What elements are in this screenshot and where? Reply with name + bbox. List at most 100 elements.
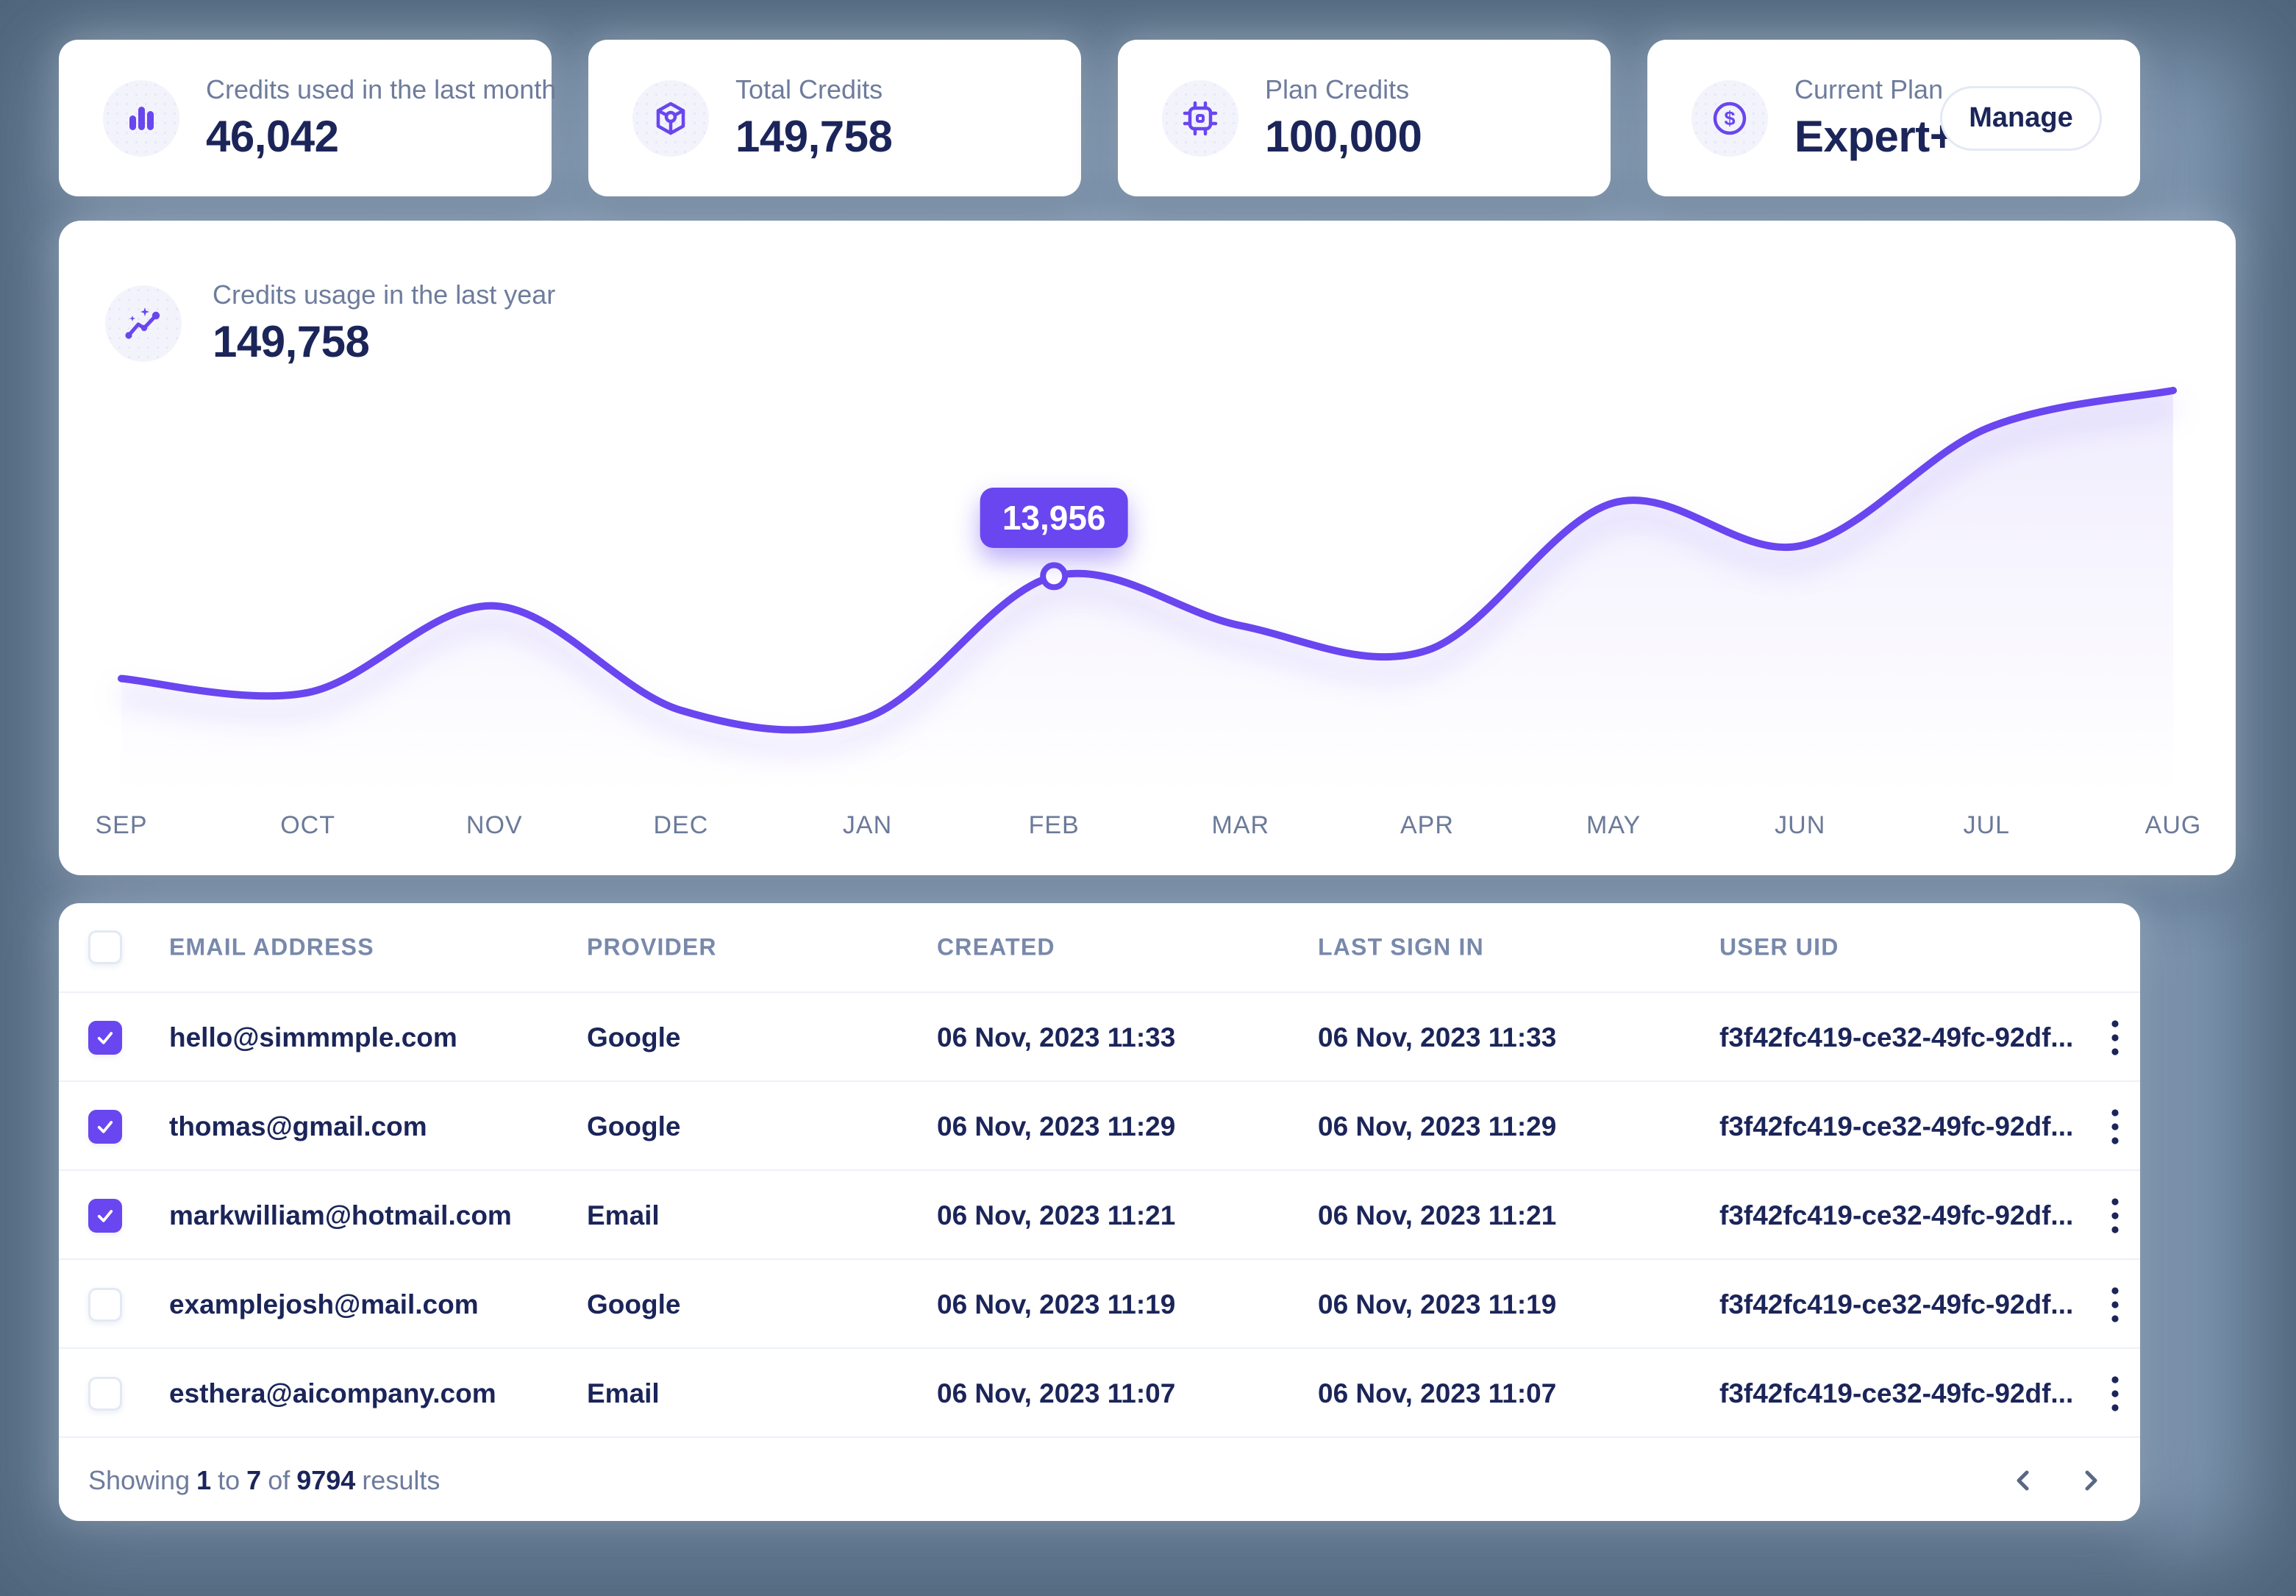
pagination bbox=[2000, 1457, 2114, 1504]
created-cell: 06 Nov, 2023 11:07 bbox=[937, 1378, 1176, 1408]
dollar-icon: $ bbox=[1713, 101, 1747, 135]
to-number: 7 bbox=[246, 1464, 262, 1495]
month-label: SEP bbox=[95, 811, 148, 839]
last-sign-in-cell: 06 Nov, 2023 11:19 bbox=[1318, 1289, 1557, 1319]
chart-title: Credits usage in the last year bbox=[213, 279, 556, 310]
kebab-menu-icon bbox=[2111, 1286, 2119, 1322]
month-label: AUG bbox=[2145, 811, 2202, 839]
credits-line-chart bbox=[118, 386, 2177, 794]
email-cell: thomas@gmail.com bbox=[169, 1111, 427, 1141]
kebab-menu-icon bbox=[2111, 1108, 2119, 1144]
row-checkbox[interactable] bbox=[88, 1109, 122, 1144]
month-label: DEC bbox=[653, 811, 709, 839]
provider-cell: Google bbox=[587, 1022, 681, 1052]
created-cell: 06 Nov, 2023 11:21 bbox=[937, 1200, 1176, 1230]
last-sign-in-cell: 06 Nov, 2023 11:29 bbox=[1318, 1111, 1557, 1141]
month-label: JUL bbox=[1963, 811, 2011, 839]
provider-cell: Google bbox=[587, 1289, 681, 1319]
user-uid-cell: f3f42fc419-ce32-49fc-92df... bbox=[1719, 1378, 2074, 1408]
provider-cell: Email bbox=[587, 1200, 660, 1230]
created-cell: 06 Nov, 2023 11:29 bbox=[937, 1111, 1176, 1141]
chip-icon bbox=[1183, 101, 1218, 135]
stat-card-value: 46,042 bbox=[206, 112, 339, 161]
column-header-user-uid: USER UID bbox=[1719, 933, 1839, 961]
from-number: 1 bbox=[196, 1464, 212, 1495]
month-label: JUN bbox=[1775, 811, 1826, 839]
row-menu-button[interactable] bbox=[2093, 1279, 2137, 1330]
row-menu-button[interactable] bbox=[2093, 1012, 2137, 1064]
stat-card-label: Current Plan bbox=[1794, 74, 1944, 104]
spark-line-icon bbox=[125, 307, 160, 339]
user-uid-cell: f3f42fc419-ce32-49fc-92df... bbox=[1719, 1022, 2074, 1052]
table-row: examplejosh@mail.com Google 06 Nov, 2023… bbox=[59, 1258, 2140, 1349]
previous-page-button[interactable] bbox=[2000, 1457, 2047, 1504]
kebab-menu-icon bbox=[2111, 1019, 2119, 1055]
manage-button[interactable]: Manage bbox=[1940, 85, 2102, 151]
chart-total-value: 149,758 bbox=[213, 317, 370, 366]
next-page-button[interactable] bbox=[2067, 1457, 2114, 1504]
provider-cell: Google bbox=[587, 1111, 681, 1141]
email-cell: hello@simmmple.com bbox=[169, 1022, 457, 1052]
users-table-card: EMAIL ADDRESS PROVIDER CREATED LAST SIGN… bbox=[59, 903, 2140, 1521]
month-label: OCT bbox=[280, 811, 336, 839]
column-header-provider: PROVIDER bbox=[587, 933, 717, 961]
chart-point-marker bbox=[1040, 562, 1069, 591]
cube-icon bbox=[656, 101, 685, 135]
user-uid-cell: f3f42fc419-ce32-49fc-92df... bbox=[1719, 1200, 2074, 1230]
row-menu-button[interactable] bbox=[2093, 1190, 2137, 1241]
stat-card-value: 100,000 bbox=[1265, 112, 1422, 161]
kebab-menu-icon bbox=[2111, 1375, 2119, 1411]
stat-card-value: 149,758 bbox=[735, 112, 893, 161]
row-checkbox[interactable] bbox=[88, 1020, 122, 1055]
last-sign-in-cell: 06 Nov, 2023 11:07 bbox=[1318, 1378, 1557, 1408]
stat-icon-circle bbox=[632, 79, 709, 157]
row-checkbox[interactable] bbox=[88, 1198, 122, 1233]
results-text: results bbox=[362, 1464, 441, 1495]
created-cell: 06 Nov, 2023 11:19 bbox=[937, 1289, 1176, 1319]
stat-icon-circle: $ bbox=[1691, 79, 1768, 157]
stat-card-current-plan: $ Current Plan Expert+ Manage bbox=[1647, 40, 2140, 196]
month-label: JAN bbox=[842, 811, 893, 839]
stat-card-label: Credits used in the last month bbox=[206, 74, 557, 104]
stat-card-credits-used: Credits used in the last month 46,042 bbox=[59, 40, 556, 196]
email-cell: esthera@aicompany.com bbox=[169, 1378, 496, 1408]
kebab-menu-icon bbox=[2111, 1197, 2119, 1233]
row-menu-button[interactable] bbox=[2093, 1368, 2137, 1419]
stat-icon-circle bbox=[103, 79, 179, 157]
of-text: of bbox=[268, 1464, 290, 1495]
table-footer: Showing 1 to 7 of 9794 results bbox=[59, 1436, 2140, 1522]
column-header-last-sign-in: LAST SIGN IN bbox=[1318, 933, 1484, 961]
check-icon bbox=[97, 1120, 113, 1133]
credits-usage-chart-card: Credits usage in the last year 149,758 1… bbox=[59, 221, 2236, 875]
stat-card-label: Plan Credits bbox=[1265, 74, 1410, 104]
stat-card-plan-credits: Plan Credits 100,000 bbox=[1118, 40, 1611, 196]
created-cell: 06 Nov, 2023 11:33 bbox=[937, 1022, 1176, 1052]
row-checkbox[interactable] bbox=[88, 1376, 122, 1411]
row-menu-button[interactable] bbox=[2093, 1101, 2137, 1153]
stat-card-label: Total Credits bbox=[735, 74, 883, 104]
stat-card-total-credits: Total Credits 149,758 bbox=[588, 40, 1081, 196]
check-icon bbox=[97, 1209, 113, 1222]
x-axis-labels: SEP OCT NOV DEC JAN FEB MAR APR MAY JUN … bbox=[59, 809, 2236, 841]
row-checkbox[interactable] bbox=[88, 1287, 122, 1322]
column-header-email: EMAIL ADDRESS bbox=[169, 933, 374, 961]
chart-icon-circle bbox=[105, 285, 182, 362]
stat-icon-circle bbox=[1162, 79, 1238, 157]
bar-chart-icon bbox=[129, 106, 154, 130]
select-all-checkbox[interactable] bbox=[88, 930, 122, 964]
stat-cards-row: Credits used in the last month 46,042 To… bbox=[59, 40, 2140, 196]
month-label: MAY bbox=[1586, 811, 1641, 839]
provider-cell: Email bbox=[587, 1378, 660, 1408]
user-uid-cell: f3f42fc419-ce32-49fc-92df... bbox=[1719, 1111, 2074, 1141]
stat-card-value: Expert+ bbox=[1794, 112, 1955, 161]
month-label: APR bbox=[1400, 811, 1454, 839]
chart-header: Credits usage in the last year 149,758 bbox=[105, 279, 555, 367]
user-uid-cell: f3f42fc419-ce32-49fc-92df... bbox=[1719, 1289, 2074, 1319]
last-sign-in-cell: 06 Nov, 2023 11:33 bbox=[1318, 1022, 1557, 1052]
chart-line bbox=[118, 386, 2177, 734]
table-row: esthera@aicompany.com Email 06 Nov, 2023… bbox=[59, 1347, 2140, 1438]
table-row: thomas@gmail.com Google 06 Nov, 2023 11:… bbox=[59, 1080, 2140, 1171]
showing-text: Showing bbox=[88, 1464, 190, 1495]
email-cell: markwilliam@hotmail.com bbox=[169, 1200, 512, 1230]
